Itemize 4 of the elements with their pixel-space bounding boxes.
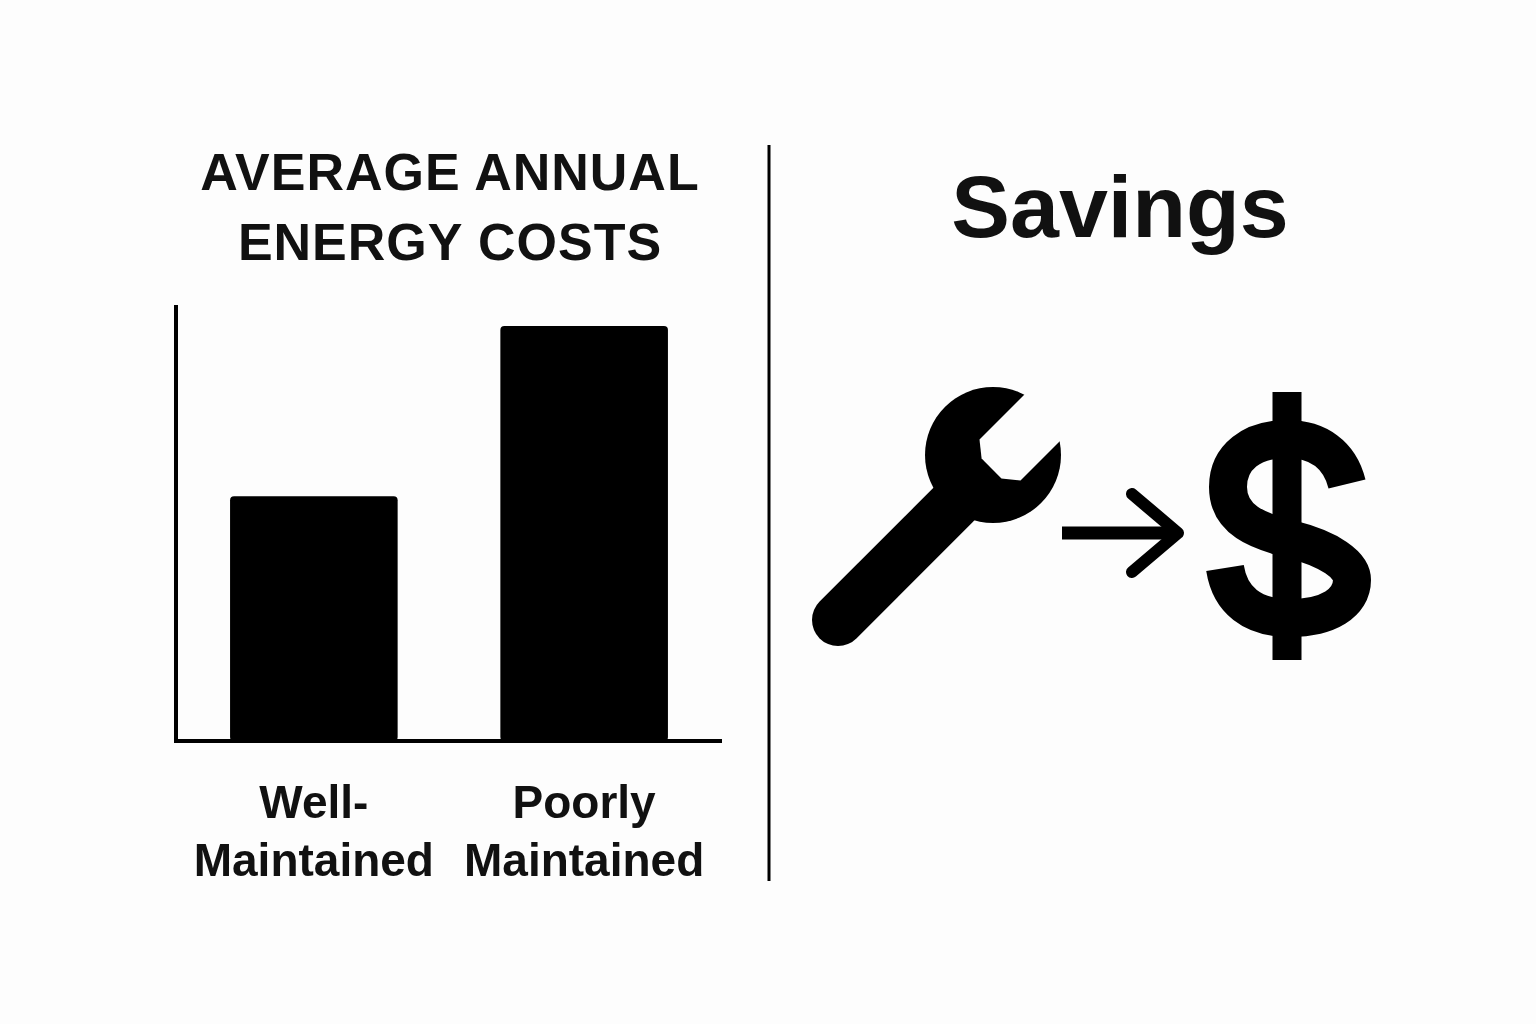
x-tick-label: Well-Maintained bbox=[193, 776, 434, 886]
x-tick-label: Poorly Maintained bbox=[464, 776, 705, 886]
chart-title: AVERAGE ANNUAL ENERGY COSTS bbox=[200, 143, 700, 271]
text: Savings bbox=[951, 157, 1289, 256]
